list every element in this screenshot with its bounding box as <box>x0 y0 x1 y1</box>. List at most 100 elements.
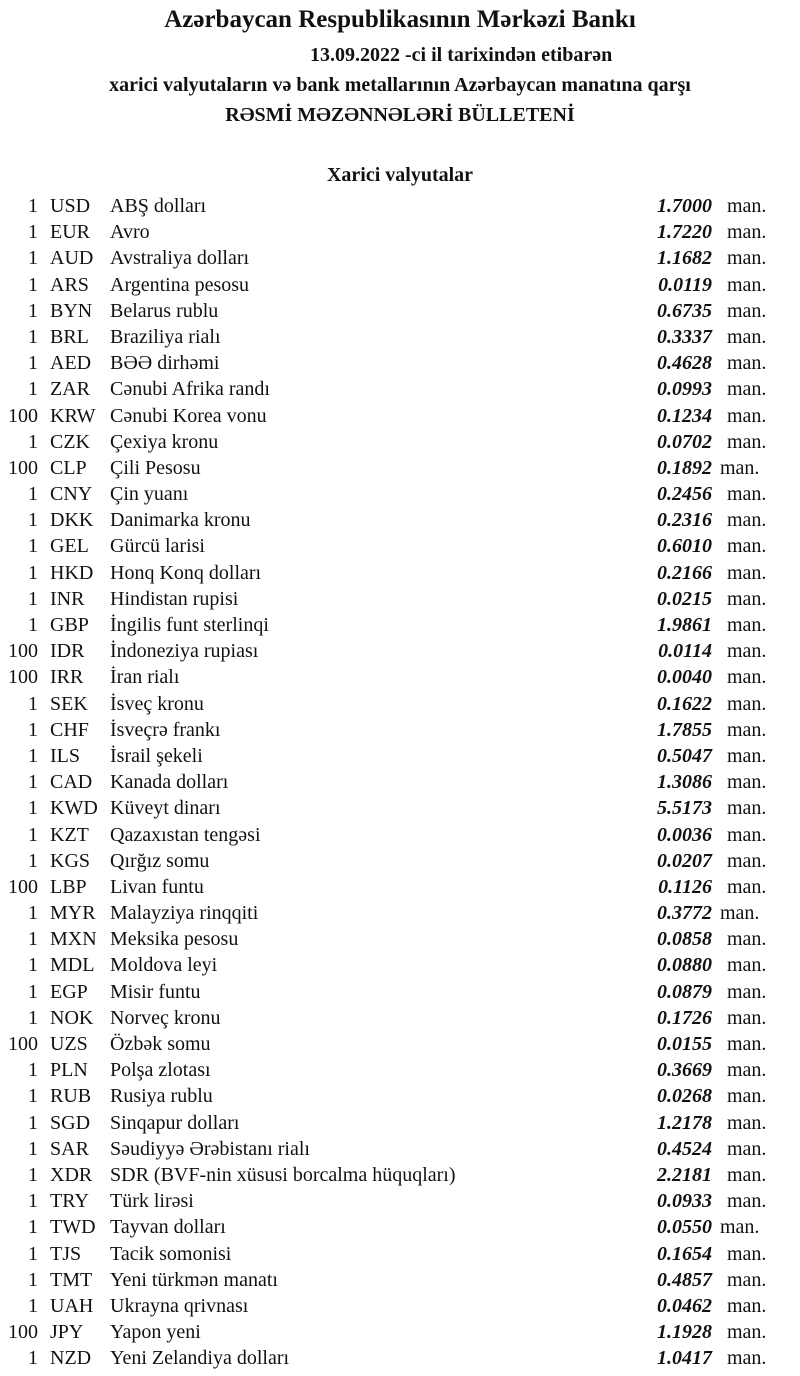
rate-value: 0.1892 <box>657 456 712 479</box>
quantity: 1 <box>28 1242 38 1265</box>
currency-code: SEK <box>50 692 88 715</box>
quantity: 100 <box>8 1321 38 1344</box>
currency-code: PLN <box>50 1059 88 1082</box>
rate-value: 0.0858 <box>657 928 712 951</box>
unit-label: man. <box>727 483 767 506</box>
currency-name: Polşa zlotası <box>110 1059 211 1082</box>
currency-row: 1 EGP Misir funtu 0.0879 man. <box>0 979 800 1005</box>
unit-label: man. <box>727 1294 767 1317</box>
date-line: 13.09.2022 -ci il tarixindən etibarən <box>310 44 613 66</box>
currency-code: MYR <box>50 902 96 925</box>
rate-value: 0.0040 <box>657 666 712 689</box>
currency-row: 1 AUD Avstraliya dolları 1.1682 man. <box>0 245 800 271</box>
currency-row: 1 SEK İsveç kronu 0.1622 man. <box>0 691 800 717</box>
unit-label: man. <box>727 744 767 767</box>
rate-value: 0.6735 <box>657 299 712 322</box>
currency-row: 1 GBP İngilis funt sterlinqi 1.9861 man. <box>0 612 800 638</box>
currency-row: 1 EUR Avro 1.7220 man. <box>0 219 800 245</box>
rate-value: 0.0036 <box>657 823 712 846</box>
currency-name: İran rialı <box>110 666 180 689</box>
rate-value: 0.1126 <box>658 875 712 898</box>
rate-value: 1.7855 <box>657 718 712 741</box>
currency-row: 1 TJS Tacik somonisi 0.1654 man. <box>0 1241 800 1267</box>
currency-name: Çin yuanı <box>110 483 189 506</box>
currency-code: CAD <box>50 771 93 794</box>
quantity: 1 <box>28 849 38 872</box>
currency-code: DKK <box>50 509 94 532</box>
quantity: 1 <box>28 1059 38 1082</box>
unit-label: man. <box>720 456 760 479</box>
currency-name: BƏƏ dirhəmi <box>110 352 220 375</box>
quantity: 1 <box>28 1347 38 1370</box>
unit-label: man. <box>727 1111 767 1134</box>
quantity: 100 <box>8 1033 38 1055</box>
bank-name: Azərbaycan Respublikasının Mərkəzi Bankı <box>164 6 636 33</box>
currency-table: 1 USD ABŞ dolları 1.7000 man. 1 EUR Avro 1.7220 m… <box>0 193 800 1371</box>
quantity: 1 <box>28 378 38 401</box>
currency-row: 1 UAH Ukrayna qrivnası 0.0462 man. <box>0 1293 800 1319</box>
currency-code: TWD <box>50 1216 96 1239</box>
currency-name: Gürcü larisi <box>110 535 205 558</box>
unit-label: man. <box>727 1085 767 1108</box>
rate-value: 0.2456 <box>657 483 712 506</box>
currency-name: İsrail şekeli <box>110 744 203 767</box>
quantity: 1 <box>28 430 38 453</box>
unit-label: man. <box>720 902 760 925</box>
currency-name: Meksika pesosu <box>110 928 239 951</box>
quantity: 100 <box>8 666 38 689</box>
unit-label: man. <box>727 299 767 322</box>
currency-name: İsveç kronu <box>110 692 204 715</box>
quantity: 1 <box>28 1190 38 1213</box>
quantity: 1 <box>28 614 38 636</box>
currency-code: EGP <box>50 980 88 1003</box>
unit-label: man. <box>727 535 767 558</box>
currency-row: 1 TWD Tayvan dolları 0.0550 man. <box>0 1214 800 1240</box>
quantity: 1 <box>28 535 38 558</box>
currency-row: 1 BYN Belarus rublu 0.6735 man. <box>0 298 800 324</box>
rate-value: 1.9861 <box>657 614 712 636</box>
currency-name: Danimarka kronu <box>110 509 251 532</box>
unit-label: man. <box>727 666 767 689</box>
unit-label: man. <box>727 404 767 427</box>
currency-name: Tacik somonisi <box>110 1242 232 1265</box>
currency-row: 1 HKD Honq Konq dolları 0.2166 man. <box>0 560 800 586</box>
rate-value: 0.0268 <box>657 1085 712 1108</box>
currency-row: 1 USD ABŞ dolları 1.7000 man. <box>0 193 800 219</box>
quantity: 1 <box>28 980 38 1003</box>
currency-code: KRW <box>50 404 96 427</box>
currency-name: Yeni türkmən manatı <box>110 1268 278 1291</box>
currency-row: 1 ILS İsrail şekeli 0.5047 man. <box>0 743 800 769</box>
rate-value: 0.4628 <box>657 352 712 375</box>
currency-name: Türk lirəsi <box>110 1190 194 1213</box>
currency-row: 1 CAD Kanada dolları 1.3086 man. <box>0 769 800 795</box>
currency-row: 100 CLP Çili Pesosu 0.1892 man. <box>0 455 800 481</box>
currency-row: 100 JPY Yapon yeni 1.1928 man. <box>0 1319 800 1345</box>
rate-value: 0.0114 <box>658 640 712 663</box>
unit-label: man. <box>727 561 767 584</box>
rate-value: 0.3669 <box>657 1059 712 1082</box>
rate-value: 1.1682 <box>657 247 712 270</box>
rate-value: 0.0119 <box>658 273 712 296</box>
rate-value: 0.2316 <box>657 509 712 532</box>
currency-code: XDR <box>50 1163 93 1186</box>
currency-row: 1 NOK Norveç kronu 0.1726 man. <box>0 1005 800 1031</box>
currency-name: Cənubi Korea vonu <box>110 404 267 427</box>
quantity: 1 <box>28 1111 38 1134</box>
unit-label: man. <box>727 587 767 610</box>
quantity: 1 <box>28 195 38 217</box>
currency-name: Qazaxıstan tengəsi <box>110 823 261 846</box>
currency-row: 1 XDR SDR (BVF-nin xüsusi borcalma hüquqla… <box>0 1162 800 1188</box>
quantity: 1 <box>28 273 38 296</box>
rate-value: 0.1622 <box>657 692 712 715</box>
quantity: 1 <box>28 1163 38 1186</box>
quantity: 1 <box>28 325 38 348</box>
quantity: 1 <box>28 1085 38 1108</box>
quantity: 1 <box>28 1137 38 1160</box>
quantity: 1 <box>28 352 38 375</box>
unit-label: man. <box>727 1321 767 1344</box>
currency-name: Belarus rublu <box>110 299 219 322</box>
currency-row: 1 DKK Danimarka kronu 0.2316 man. <box>0 507 800 533</box>
quantity: 1 <box>28 1268 38 1291</box>
currency-code: ZAR <box>50 378 90 401</box>
rate-value: 0.0462 <box>657 1294 712 1317</box>
